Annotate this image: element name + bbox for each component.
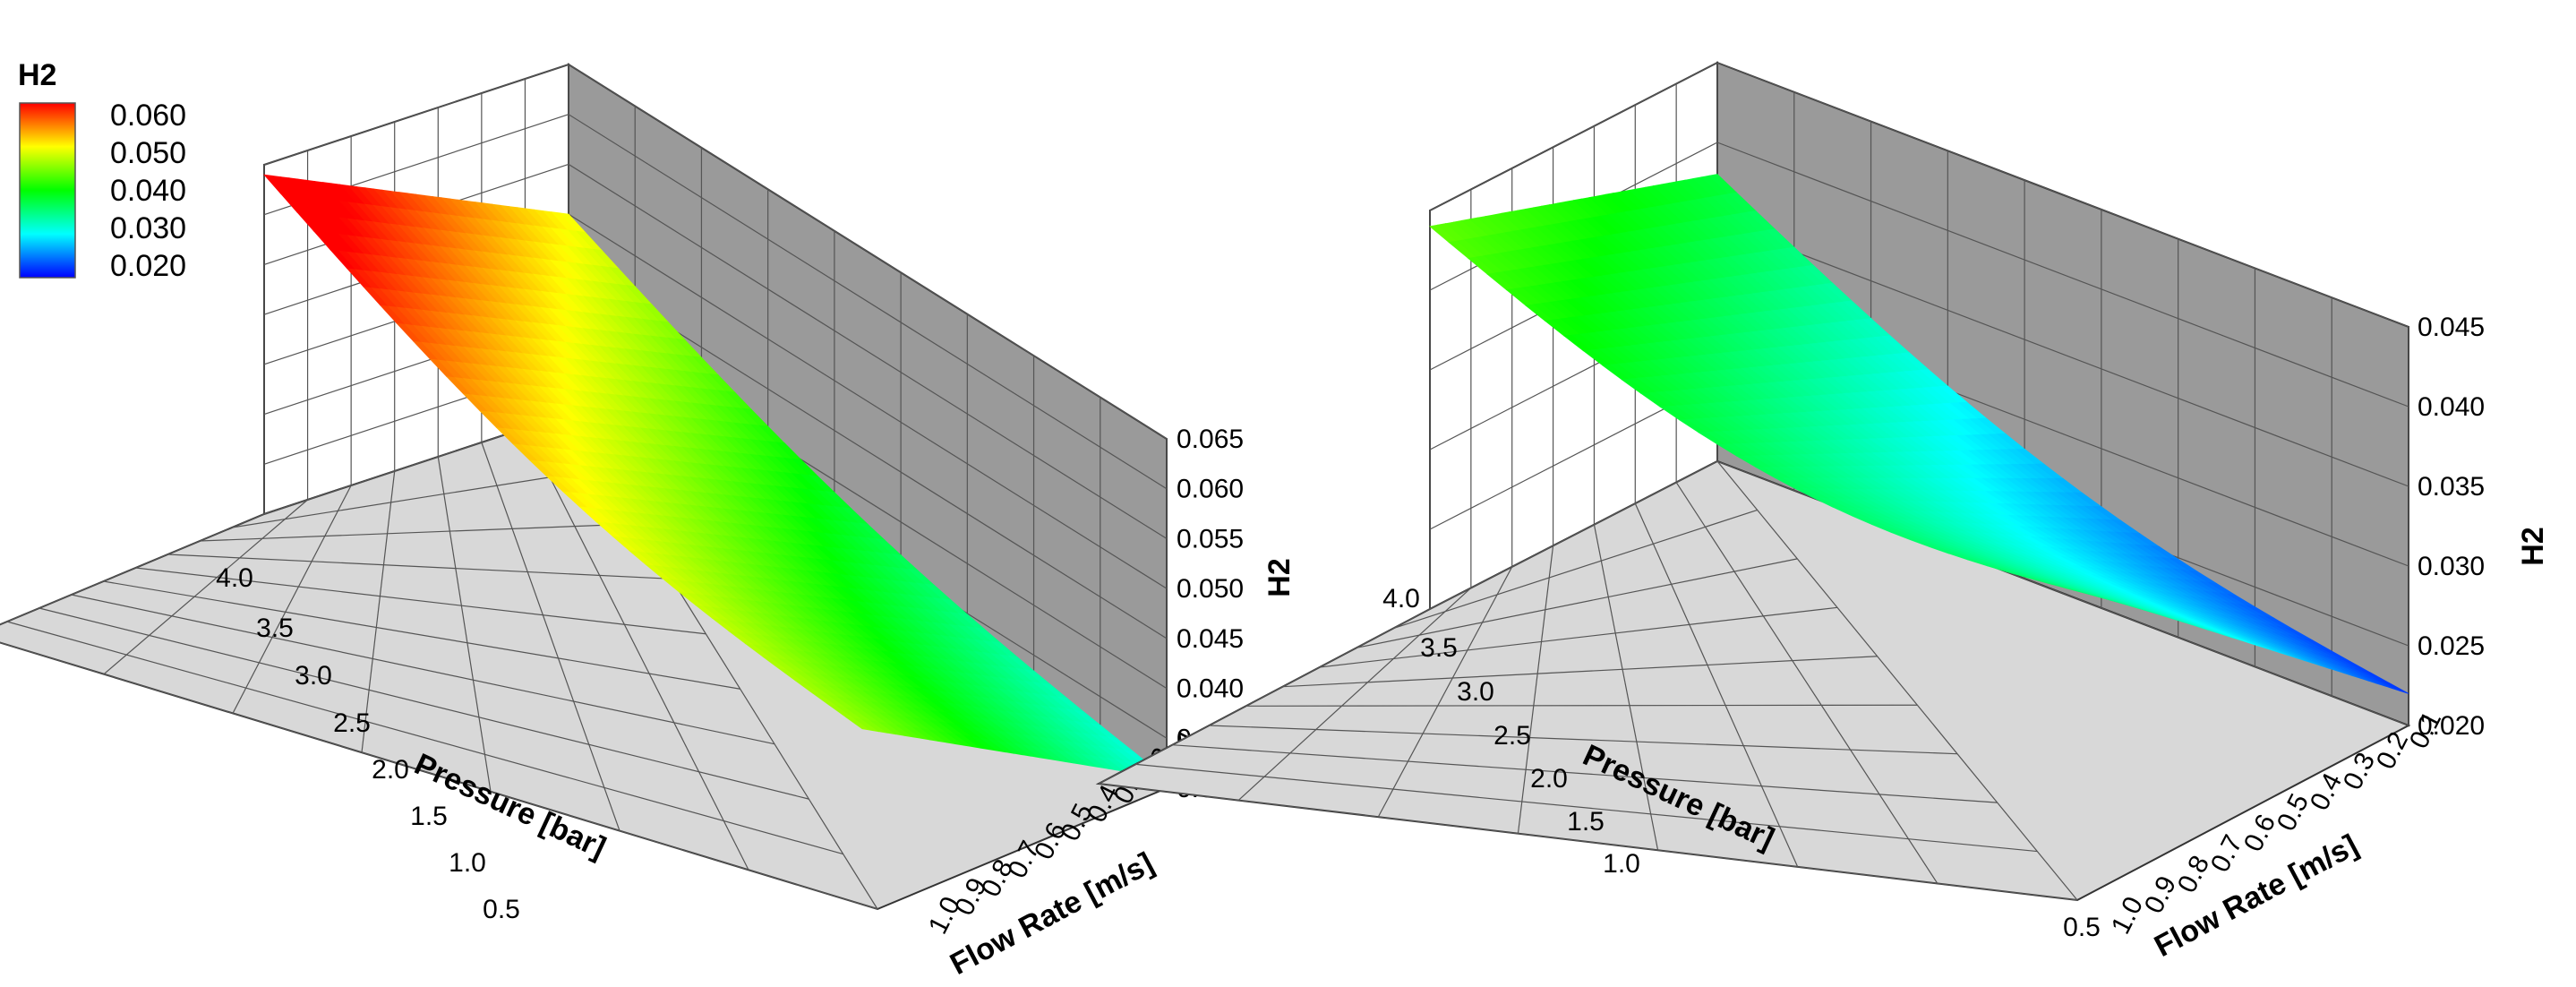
plot-walls	[1095, 61, 2411, 902]
legend-label: 0.030	[110, 211, 186, 245]
x-tick-label: 2.5	[1493, 721, 1531, 751]
legend-label: 0.050	[110, 136, 186, 170]
z-tick-label: 0.020	[2418, 711, 2485, 741]
x-tick-label: 0.5	[2063, 913, 2101, 942]
x-tick-label: 1.5	[410, 802, 448, 831]
z-tick-label: 0.055	[1177, 524, 1244, 554]
x-tick-label: 3.0	[1457, 677, 1494, 707]
z-tick-label: 0.040	[2418, 392, 2485, 422]
z-tick-label: 0.045	[1177, 624, 1244, 654]
z-tick-label: 0.035	[2418, 472, 2485, 502]
x-tick-label: 4.0	[216, 563, 253, 593]
surface-chart-right: 0.020 0.025 0.030 0.035 0.040 0.045 4.03.5 3.0 2…	[1095, 61, 2550, 964]
z-axis-title: H2	[2516, 527, 2550, 565]
z-tick-label: 0.045	[2418, 313, 2485, 342]
x-tick-label: 0.5	[483, 895, 520, 924]
surface-patch	[2381, 680, 2409, 694]
x-tick-label: 2.5	[333, 708, 371, 738]
z-tick-label: 0.065	[1177, 425, 1244, 454]
x-tick-label: 3.0	[295, 661, 332, 691]
tick-labels: 0.020 0.025 0.030 0.035 0.040 0.045 4.03.5 3.0 2…	[1382, 313, 2485, 942]
legend-label: 0.020	[110, 249, 186, 283]
legend-title: H2	[18, 58, 56, 92]
x-tick-label: 1.0	[449, 848, 486, 878]
x-tick-label: 2.0	[1530, 764, 1568, 794]
legend-label: 0.040	[110, 174, 186, 208]
surface	[1429, 174, 2409, 694]
z-axis-title: H2	[1262, 558, 1297, 596]
x-tick-label: 3.5	[1420, 633, 1458, 663]
x-tick-label: 1.5	[1567, 807, 1605, 837]
z-tick-label: 0.040	[1177, 674, 1244, 704]
legend-colorbar	[19, 102, 76, 279]
legend-label: 0.060	[110, 99, 186, 133]
x-tick-label: 2.0	[372, 755, 409, 785]
surface	[262, 174, 1168, 779]
x-tick-label: 4.0	[1382, 584, 1420, 614]
z-tick-label: 0.060	[1177, 475, 1244, 504]
surface-chart-left: 0.0300.0350.0400.0450.0500.0550.0600.065…	[0, 63, 1297, 982]
x-tick-label: 1.0	[1603, 849, 1640, 879]
z-tick-label: 0.025	[2418, 631, 2485, 661]
x-tick-label: 3.5	[256, 614, 294, 643]
z-tick-label: 0.050	[1177, 574, 1244, 604]
z-tick-label: 0.030	[2418, 552, 2485, 581]
